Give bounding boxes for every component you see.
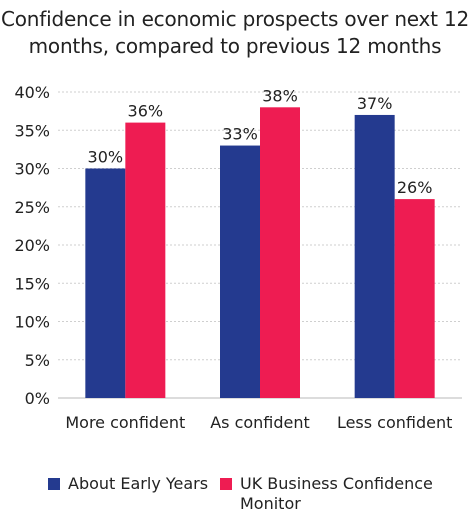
y-tick-label-15: 15%: [14, 274, 50, 293]
y-tick-label-5: 5%: [25, 351, 50, 370]
legend-swatch-uk-business-confidence-monitor: [220, 478, 232, 490]
y-tick-label-30: 30%: [14, 160, 50, 179]
x-tick-label-less-confident: Less confident: [337, 413, 452, 432]
y-tick-label-20: 20%: [14, 236, 50, 255]
bar-as-confident-uk-business-confidence-monitor: [260, 107, 300, 399]
data-label-as-confident-uk-business-confidence-monitor: 38%: [262, 86, 298, 105]
data-label-as-confident-about-early-years: 33%: [222, 125, 258, 144]
legend-label-about-early-years: About Early Years: [68, 474, 209, 493]
y-tick-label-35: 35%: [14, 121, 50, 140]
y-tick-label-0: 0%: [25, 389, 50, 408]
bar-more-confident-uk-business-confidence-monitor: [125, 122, 166, 398]
data-label-less-confident-uk-business-confidence-monitor: 26%: [397, 178, 433, 197]
data-label-more-confident-about-early-years: 30%: [88, 148, 124, 167]
bar-chart: 0% 5% 10% 15% 20% 25% 30% 35% 40% 30% 36% More conf…: [14, 83, 462, 432]
data-label-less-confident-about-early-years: 37%: [357, 94, 393, 113]
x-tick-label-more-confident: More confident: [65, 413, 185, 432]
x-tick-label-as-confident: As confident: [210, 413, 310, 432]
y-tick-label-10: 10%: [14, 313, 50, 332]
y-tick-label-25: 25%: [14, 198, 50, 217]
bar-less-confident-about-early-years: [354, 114, 395, 398]
bar-more-confident-about-early-years: [85, 168, 126, 398]
data-label-more-confident-uk-business-confidence-monitor: 36%: [128, 102, 164, 121]
y-tick-label-40: 40%: [14, 83, 50, 102]
chart-title: Confidence in economic prospects over ne…: [0, 7, 470, 58]
bar-as-confident-about-early-years: [220, 145, 260, 398]
legend-swatch-about-early-years: [48, 478, 60, 490]
bar-less-confident-uk-business-confidence-monitor: [394, 199, 435, 398]
legend-label-uk-business-confidence-monitor: UK Business Confidence Monitor: [240, 474, 433, 513]
